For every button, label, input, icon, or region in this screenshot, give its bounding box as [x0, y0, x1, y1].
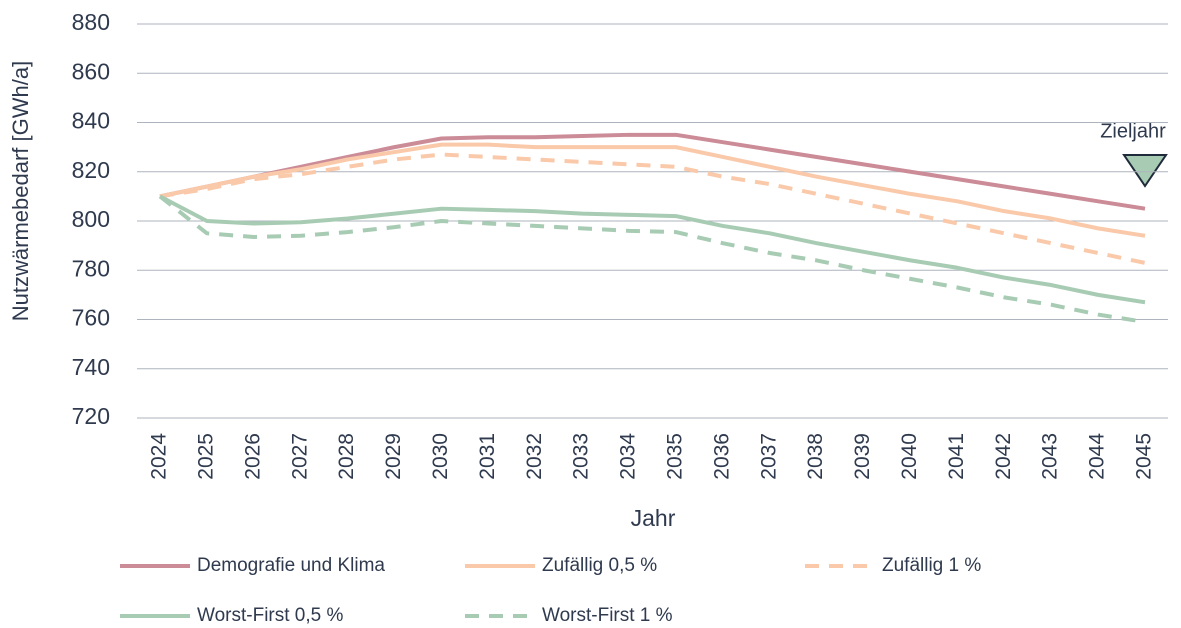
x-tick-label: 2030 [429, 433, 452, 480]
series-line [158, 194, 1146, 324]
series-line [159, 142, 1146, 238]
x-tick-label: 2043 [1039, 433, 1062, 480]
series-line [159, 194, 1146, 305]
x-tick-label: 2041 [945, 433, 968, 480]
x-tick-label: 2028 [335, 433, 358, 480]
y-tick-label: 820 [72, 157, 110, 183]
x-tick-label: 2033 [570, 433, 593, 480]
annotation: Zieljahr [1100, 120, 1168, 188]
x-tick-label: 2027 [288, 433, 311, 480]
x-tick-label: 2031 [476, 433, 499, 480]
x-tick-label: 2024 [148, 433, 171, 480]
y-axis-title: Nutzwärmebedarf [GWh/a] [8, 61, 33, 321]
legend-label: Zufällig 0,5 % [542, 555, 657, 576]
series-line [159, 132, 1146, 211]
y-tick-label: 880 [72, 9, 110, 35]
x-tick-label: 2039 [851, 433, 874, 480]
x-tick-label: 2040 [898, 433, 921, 480]
y-tick-label: 720 [72, 403, 110, 429]
y-tick-label: 740 [72, 354, 110, 380]
legend-label: Worst-First 0,5 % [197, 605, 343, 626]
x-tick-label: 2035 [663, 433, 686, 480]
x-tick-label: 2026 [241, 433, 264, 480]
x-axis-title: Jahr [631, 505, 676, 531]
legend-label: Worst-First 1 % [542, 605, 673, 626]
x-tick-label: 2042 [992, 433, 1015, 480]
x-tick-label: 2037 [757, 433, 780, 480]
y-tick-label: 760 [72, 305, 110, 331]
annotation-marker [1122, 154, 1168, 188]
x-tick-label: 2045 [1133, 433, 1156, 480]
x-tick-label: 2044 [1086, 433, 1109, 480]
y-tick-label: 840 [72, 108, 110, 134]
y-tick-label: 860 [72, 58, 110, 84]
x-tick-label: 2032 [523, 433, 546, 480]
legend-label: Zufällig 1 % [882, 555, 981, 576]
x-tick-label: 2038 [804, 433, 827, 480]
legend-label: Demografie und Klima [197, 555, 385, 576]
annotation-text: Zieljahr [1100, 120, 1166, 142]
x-tick-label: 2036 [710, 433, 733, 480]
x-tick-label: 2025 [194, 433, 217, 480]
x-tick-label: 2029 [382, 433, 405, 480]
y-tick-label: 800 [72, 206, 110, 232]
x-tick-label: 2034 [617, 433, 640, 480]
y-tick-label: 780 [72, 255, 110, 281]
